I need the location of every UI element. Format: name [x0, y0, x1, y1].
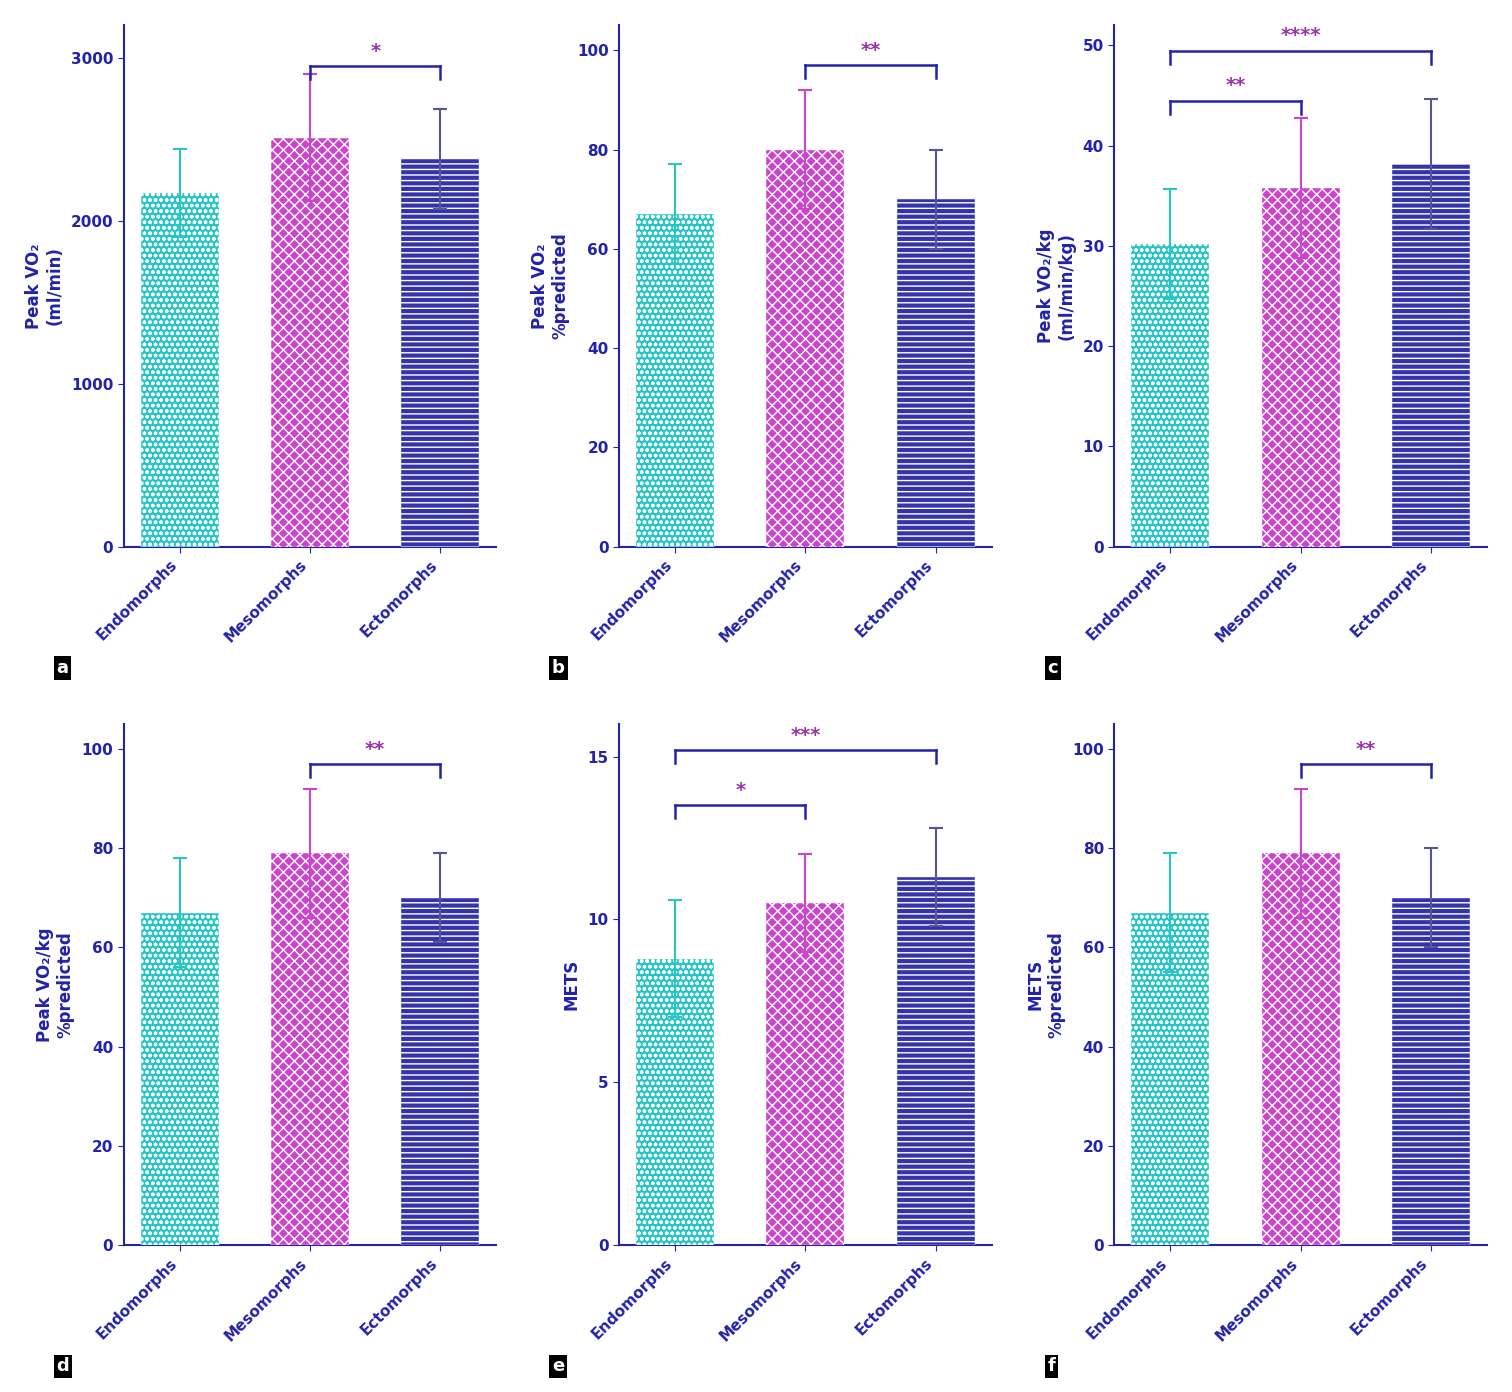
Text: **: ** [860, 40, 880, 60]
Bar [1261, 853, 1340, 1246]
Y-axis label: METS
%predicted: METS %predicted [1027, 931, 1066, 1038]
Text: **: ** [364, 739, 386, 759]
Text: b: b [552, 658, 565, 677]
Text: a: a [57, 658, 68, 677]
Text: d: d [57, 1357, 70, 1375]
Y-axis label: Peak VO₂/kg
(ml/min/kg): Peak VO₂/kg (ml/min/kg) [1037, 228, 1075, 344]
Text: c: c [1048, 658, 1058, 677]
Text: **: ** [1225, 77, 1246, 96]
Bar [767, 903, 845, 1246]
Bar [897, 877, 975, 1246]
Bar [1393, 164, 1470, 547]
Text: f: f [1048, 1357, 1055, 1375]
Y-axis label: Peak VO₂/kg
%predicted: Peak VO₂/kg %predicted [36, 927, 74, 1041]
Bar [271, 138, 349, 547]
Text: *: * [370, 42, 381, 61]
Y-axis label: Peak VO₂
%predicted: Peak VO₂ %predicted [531, 232, 570, 340]
Text: e: e [552, 1357, 564, 1375]
Text: ***: *** [791, 725, 821, 745]
Bar [1131, 244, 1210, 547]
Bar [1393, 898, 1470, 1246]
Bar [141, 913, 219, 1246]
Bar [767, 149, 845, 547]
Bar [637, 959, 714, 1246]
Y-axis label: METS: METS [562, 959, 581, 1011]
Y-axis label: Peak VO₂
(ml/min): Peak VO₂ (ml/min) [26, 244, 64, 329]
Text: ****: **** [1281, 26, 1321, 46]
Bar [637, 214, 714, 547]
Bar [271, 853, 349, 1246]
Bar [1261, 188, 1340, 547]
Text: **: ** [1356, 739, 1376, 759]
Bar [1131, 913, 1210, 1246]
Bar [141, 193, 219, 547]
Bar [401, 898, 479, 1246]
Bar [401, 159, 479, 547]
Text: *: * [735, 781, 745, 800]
Bar [897, 199, 975, 547]
